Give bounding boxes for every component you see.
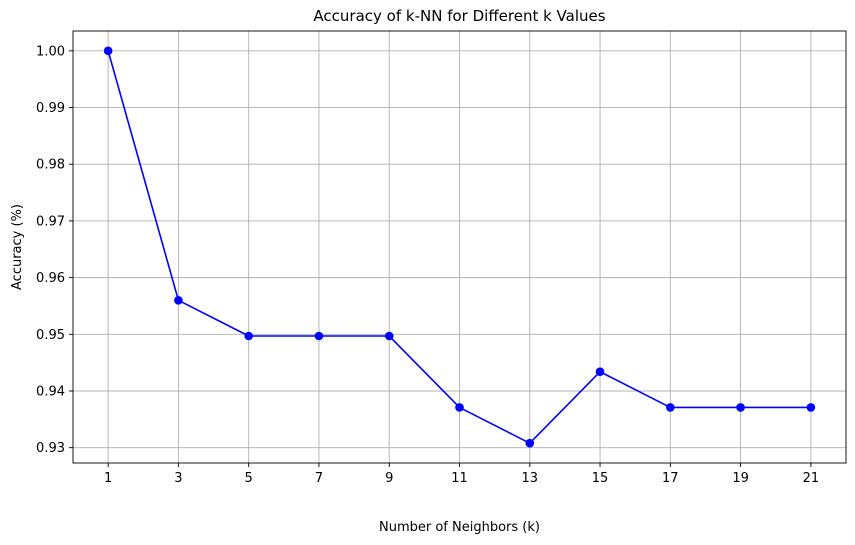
y-axis-label: Accuracy (%) bbox=[10, 204, 25, 290]
grid bbox=[73, 31, 846, 463]
data-point bbox=[314, 331, 324, 341]
data-point bbox=[455, 403, 464, 412]
data-point bbox=[174, 295, 183, 305]
x-tick-label: 21 bbox=[803, 471, 820, 486]
x-tick-label: 3 bbox=[174, 471, 182, 486]
x-tick-label: 13 bbox=[521, 471, 538, 486]
x-tick-label: 11 bbox=[451, 471, 468, 486]
x-tick-label: 15 bbox=[592, 471, 609, 486]
chart-title: Accuracy of k-NN for Different k Values bbox=[313, 7, 605, 25]
y-tick-label: 0.94 bbox=[36, 385, 65, 400]
data-point bbox=[103, 46, 113, 56]
x-tick-label: 17 bbox=[662, 471, 679, 486]
x-axis-label: Number of Neighbors (k) bbox=[379, 520, 540, 535]
y-tick-label: 0.99 bbox=[36, 101, 65, 116]
data-point bbox=[666, 403, 675, 412]
x-tick-label: 19 bbox=[732, 471, 749, 486]
data-point bbox=[384, 331, 394, 341]
y-tick-label: 0.95 bbox=[36, 328, 65, 343]
data-point bbox=[525, 438, 535, 448]
y-tick-label: 0.96 bbox=[36, 271, 65, 286]
x-tick-label: 7 bbox=[315, 471, 323, 486]
y-tick-label: 1.00 bbox=[36, 44, 65, 59]
data-point bbox=[595, 367, 605, 377]
y-tick-label: 0.97 bbox=[36, 214, 65, 229]
markers bbox=[103, 46, 816, 448]
y-tick-label: 0.93 bbox=[36, 441, 65, 456]
y-tick-label: 0.98 bbox=[36, 158, 65, 173]
data-point bbox=[736, 403, 745, 412]
x-tick-label: 5 bbox=[245, 471, 253, 486]
x-tick-label: 9 bbox=[385, 471, 393, 486]
x-ticks: 1 3 5 7 9 11 13 15 17 19 21 bbox=[104, 463, 819, 486]
data-point bbox=[244, 331, 253, 341]
data-point bbox=[806, 403, 816, 412]
x-tick-label: 1 bbox=[104, 471, 112, 486]
y-ticks: 0.93 0.94 0.95 0.96 0.97 0.98 0.99 1.00 bbox=[36, 44, 73, 456]
